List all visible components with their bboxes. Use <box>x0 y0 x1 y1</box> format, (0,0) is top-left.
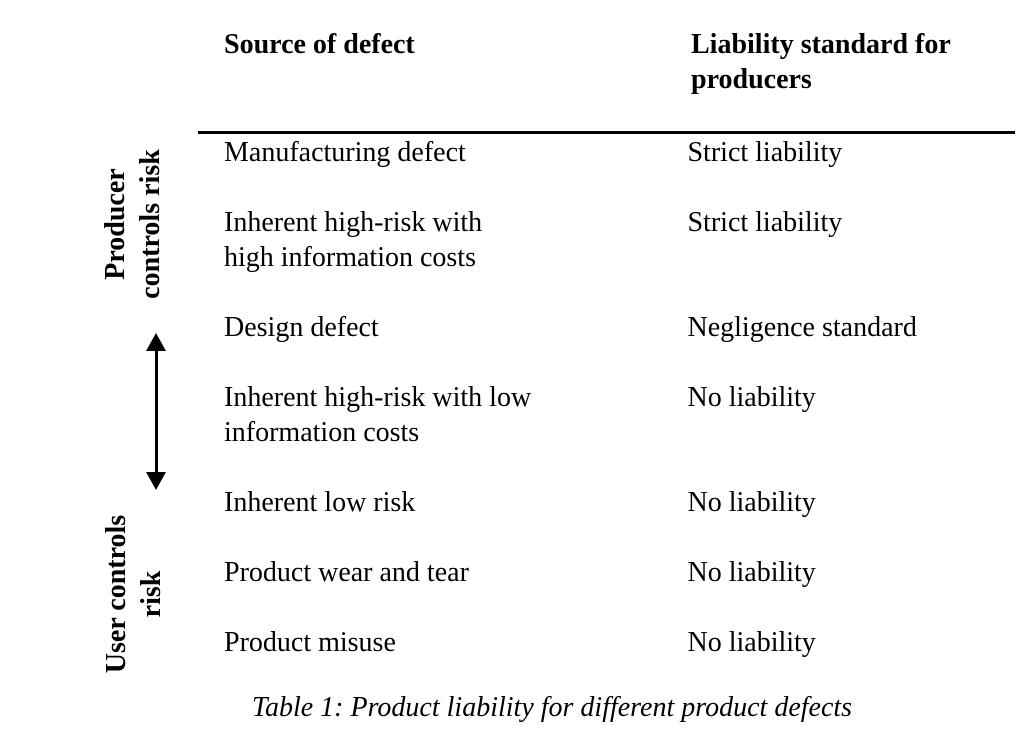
producer-controls-risk-label: Producer controls risk <box>100 149 166 299</box>
table-caption: Table 1: Product liability for different… <box>251 692 853 723</box>
arrow-down-head <box>146 472 166 490</box>
source-cell: Design defect <box>224 312 379 343</box>
source-cell: Inherent high-risk with high information… <box>224 207 483 273</box>
liability-cell: Negligence standard <box>687 312 917 343</box>
user-controls-risk-label: User controls risk <box>101 514 167 674</box>
header-source-of-defect: Source of defect <box>224 29 415 60</box>
source-cell: Inherent high-risk with low information … <box>224 382 532 448</box>
source-cell: Inherent low risk <box>224 487 416 518</box>
table-row: Inherent high-risk with low information … <box>224 380 1015 450</box>
table-row: Inherent high-risk with high information… <box>224 205 1015 275</box>
source-cell: Product misuse <box>224 627 396 658</box>
risk-axis-arrow-icon <box>146 333 166 490</box>
table-row: Design defect Negligence standard <box>224 310 1015 345</box>
liability-cell: No liability <box>687 382 816 413</box>
liability-cell: Strict liability <box>687 207 843 238</box>
source-cell: Product wear and tear <box>224 557 469 588</box>
liability-cell: No liability <box>687 487 816 518</box>
liability-cell: No liability <box>687 627 816 658</box>
table-body: Manufacturing defect Strict liability In… <box>224 135 1015 695</box>
table-row: Inherent low risk No liability <box>224 485 1015 520</box>
table-row: Product misuse No liability <box>224 625 1015 660</box>
source-cell: Manufacturing defect <box>224 137 466 168</box>
header-liability-standard: Liability standard for producers <box>691 29 951 95</box>
arrow-shaft <box>154 351 158 472</box>
header-divider-rule <box>198 131 1015 134</box>
liability-cell: Strict liability <box>687 137 843 168</box>
arrow-up-head <box>146 333 166 351</box>
table-header-row: Source of defect Liability standard for … <box>224 27 1021 97</box>
liability-cell: No liability <box>687 557 816 588</box>
table-row: Manufacturing defect Strict liability <box>224 135 1015 170</box>
table-row: Product wear and tear No liability <box>224 555 1015 590</box>
